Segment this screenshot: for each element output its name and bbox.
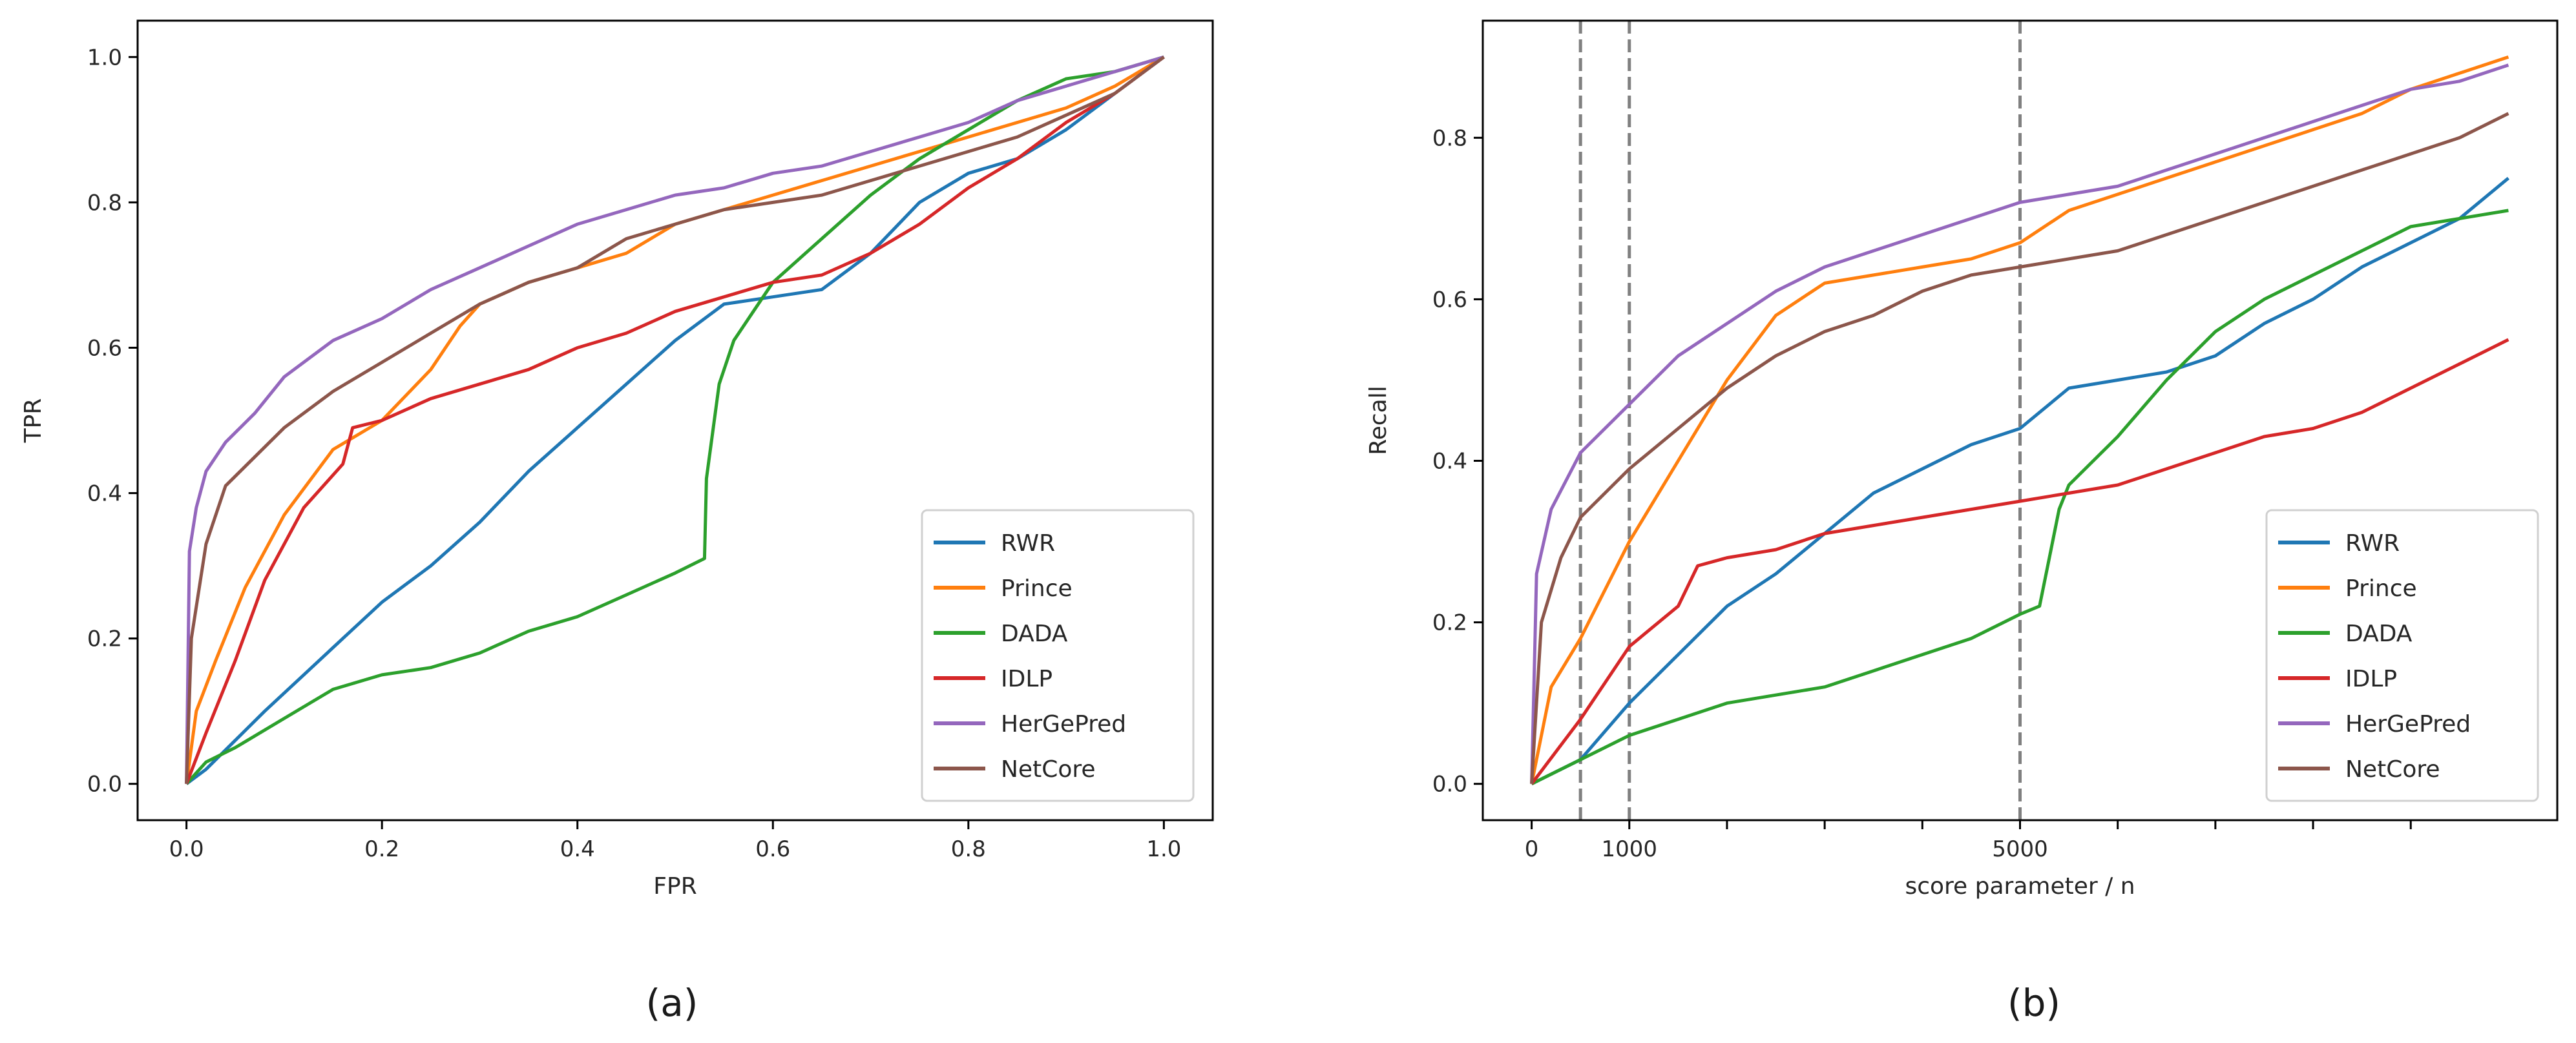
series-line-hergepred xyxy=(185,55,1165,784)
series-line-prince xyxy=(185,56,1165,785)
series-line-netcore xyxy=(185,56,1165,784)
chart-panel-b: 0 1000 5000 0.0 0.2 0.4 0.6 0.8 score parameter … xyxy=(1365,19,2559,900)
series-line-hergepred xyxy=(1530,63,2509,784)
legend-label-dada: DADA xyxy=(2345,621,2413,647)
series-line-idlp xyxy=(185,56,1165,785)
y-tick-label-1: 0.2 xyxy=(87,626,122,652)
series-line-netcore xyxy=(1530,112,2509,784)
y-tick-label-2: 0.4 xyxy=(87,481,122,507)
y-axis-label: Recall xyxy=(1365,386,1392,455)
x-tick-label-1: 0.2 xyxy=(364,836,399,862)
caption-a: (a) xyxy=(646,981,698,1025)
y-tick-label-0: 0.0 xyxy=(87,772,122,798)
y-tick-label-4: 0.8 xyxy=(1432,125,1467,151)
chart-panel-a: 0.0 0.2 0.4 0.6 0.8 1.0 0.0 0.2 0.4 0.6 0.8 1.0 FPR T… xyxy=(20,19,1214,900)
y-tick-label-1: 0.2 xyxy=(1432,610,1467,636)
series-line-dada xyxy=(185,55,1165,785)
y-tick-label-5: 1.0 xyxy=(87,45,122,70)
x-tick-label-5: 5000 xyxy=(1992,836,2048,862)
x-tick-label-0: 0 xyxy=(1525,836,1539,862)
legend-box xyxy=(2265,509,2539,802)
legend: RWR Prince DADA IDLP HerGePred NetCore xyxy=(2265,509,2539,802)
legend-label-netcore: NetCore xyxy=(1001,756,1096,783)
x-tick-label-0: 0.0 xyxy=(169,836,204,862)
legend-label-netcore: NetCore xyxy=(2345,756,2440,783)
legend-label-hergepred: HerGePred xyxy=(1001,711,1126,738)
y-tick-label-3: 0.6 xyxy=(1432,287,1467,313)
caption-b: (b) xyxy=(2007,981,2060,1025)
legend-label-prince: Prince xyxy=(1001,575,1073,602)
y-axis-label: TPR xyxy=(20,398,47,444)
x-axis-label: FPR xyxy=(653,873,696,900)
legend-box xyxy=(921,509,1195,802)
x-tick-label-4: 0.8 xyxy=(951,836,986,862)
x-tick-label-3: 0.6 xyxy=(755,836,790,862)
series-line-rwr xyxy=(1531,176,2509,785)
x-tick-label-1: 1000 xyxy=(1602,836,1658,862)
y-tick-label-2: 0.4 xyxy=(1432,449,1467,475)
legend-label-idlp: IDLP xyxy=(2345,666,2397,692)
x-axis-label: score parameter / n xyxy=(1905,873,2135,900)
x-tick-label-5: 1.0 xyxy=(1146,836,1181,862)
series-line-prince xyxy=(1530,55,2509,785)
series-line-dada xyxy=(1531,209,2509,785)
legend-label-idlp: IDLP xyxy=(1001,666,1052,692)
y-tick-label-0: 0.0 xyxy=(1432,772,1467,798)
legend: RWR Prince DADA IDLP HerGePred NetCore xyxy=(921,509,1195,802)
x-tick-label-2: 0.4 xyxy=(560,836,595,862)
legend-label-hergepred: HerGePred xyxy=(2345,711,2471,738)
y-tick-label-3: 0.6 xyxy=(87,335,122,361)
legend-label-dada: DADA xyxy=(1001,621,1068,647)
y-tick-label-4: 0.8 xyxy=(87,190,122,216)
legend-label-prince: Prince xyxy=(2345,575,2417,602)
plot-frame xyxy=(136,19,1214,821)
legend-label-rwr: RWR xyxy=(1001,530,1055,557)
series-line-idlp xyxy=(1530,338,2509,785)
legend-label-rwr: RWR xyxy=(2345,530,2400,557)
series-line-rwr xyxy=(185,56,1165,785)
